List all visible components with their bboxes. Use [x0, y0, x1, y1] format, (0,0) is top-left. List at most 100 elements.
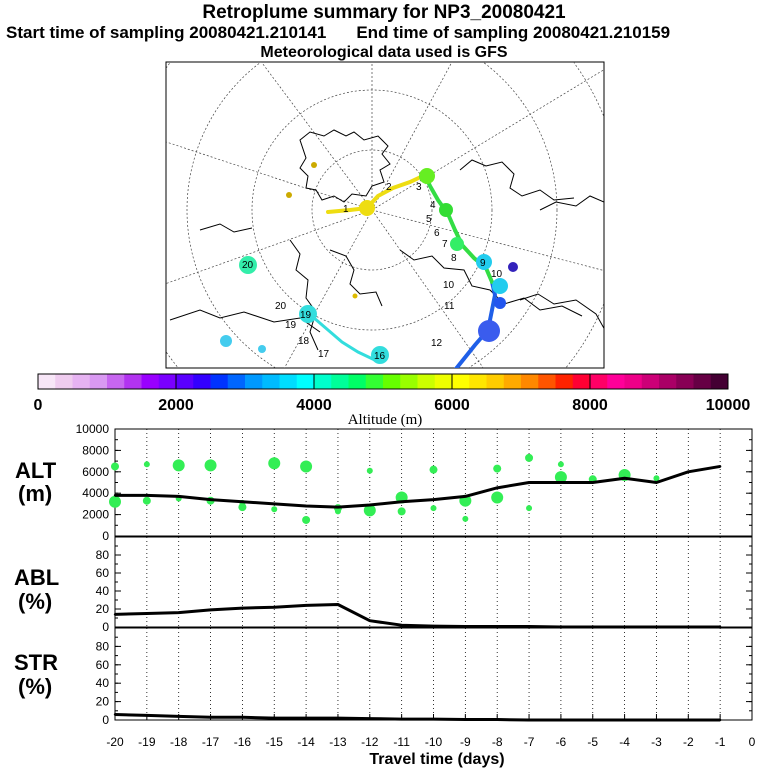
y-tick-label: 0: [102, 529, 109, 543]
colorbar-swatch: [227, 374, 246, 389]
colorbar-tick-label: 8000: [572, 397, 608, 414]
alt-point: [687, 470, 690, 473]
colorbar-swatch: [124, 374, 142, 389]
particle-dot: [525, 453, 534, 462]
colorbar-swatch: [331, 374, 349, 389]
map-label: 9: [480, 258, 486, 269]
colorbar-swatch: [538, 374, 556, 389]
colorbar-xlabel: Altitude (m): [348, 412, 423, 428]
colorbar-swatch: [452, 374, 470, 389]
abl-point: [241, 606, 244, 610]
colorbar-swatch: [659, 374, 677, 389]
x-tick-label: -2: [683, 735, 694, 749]
map-label: 20: [275, 301, 287, 312]
colorbar-swatch: [676, 374, 694, 389]
particle-dot: [268, 457, 281, 470]
x-tick-label: -14: [297, 735, 315, 749]
abl-point: [209, 608, 212, 612]
particle-dot: [363, 504, 376, 517]
abl-point: [304, 604, 308, 607]
map-label: 16: [374, 351, 386, 362]
map-labels: 1 2 3 4 5 6 7 8 9 10 10 11 12 16 17 18 1…: [242, 182, 503, 362]
panel-abl: 0 20 40 60 80: [96, 536, 753, 634]
x-tick-label: 0: [749, 735, 756, 749]
alt-point: [559, 481, 563, 484]
colorbar-swatch: [365, 374, 384, 389]
particle-dot: [366, 467, 373, 474]
x-tick-label: -19: [138, 735, 156, 749]
y-tick-label: 0: [102, 713, 109, 727]
map-coastlines: [169, 129, 604, 351]
abl-point: [527, 625, 531, 628]
altitude-colorbar: [37, 373, 729, 390]
colorbar-tick-label: 10000: [706, 397, 751, 414]
y-tick-label: 80: [96, 548, 110, 562]
alt-point: [113, 494, 117, 497]
particle-dot: [142, 496, 151, 505]
colorbar-swatch: [400, 374, 418, 389]
alt-point: [336, 505, 340, 509]
particle-dot: [172, 459, 185, 472]
map-label: 7: [442, 239, 448, 250]
alt-point: [145, 494, 149, 497]
alt-point: [304, 504, 308, 508]
colorbar-swatch: [624, 374, 643, 389]
abl-series-line: [114, 603, 721, 629]
colorbar-swatch: [521, 374, 539, 389]
colorbar-swatch: [572, 374, 591, 389]
map-label: 6: [434, 228, 440, 239]
colorbar-swatch: [279, 374, 298, 389]
particle-dot: [204, 459, 217, 472]
particle-dot: [462, 515, 469, 522]
map-label: 1: [343, 204, 349, 215]
colorbar-ticks: 0 2000 4000 6000 8000 10000: [34, 374, 751, 414]
y-tick-label: 20: [96, 602, 110, 616]
colorbar-swatch: [296, 374, 315, 389]
x-tick-label: -15: [266, 735, 284, 749]
alt-point: [496, 486, 499, 490]
abl-point: [177, 611, 180, 614]
colorbar-swatch: [383, 374, 401, 389]
map-label: 20: [242, 260, 254, 271]
particle-dot: [429, 465, 438, 474]
abl-point: [145, 612, 149, 615]
colorbar-swatch: [38, 374, 56, 389]
y-tick-label: 2000: [82, 508, 109, 522]
colorbar-swatch: [72, 374, 91, 389]
panel-alt: 0 2000 4000 6000 8000 10000: [76, 422, 753, 543]
abl-point: [368, 619, 371, 622]
particle-dot: [397, 507, 406, 516]
map-label: 5: [426, 214, 432, 225]
alt-point: [464, 495, 467, 498]
str-series-line: [114, 712, 721, 722]
particle-dot: [554, 471, 567, 484]
colorbar-swatch: [693, 374, 712, 389]
map-label: 18: [298, 336, 310, 347]
colorbar-tick-label: 0: [34, 397, 43, 414]
x-tick-label: -18: [170, 735, 188, 749]
start-time: Start time of sampling 20080421.210141: [6, 23, 327, 42]
y-tick-label: 80: [96, 639, 110, 653]
colorbar-tick-label: 4000: [296, 397, 332, 414]
x-tick-label: -8: [492, 735, 503, 749]
x-tick-label: -3: [651, 735, 662, 749]
map-label: 3: [416, 182, 422, 193]
colorbar-swatch: [210, 374, 229, 389]
alt-point: [623, 477, 626, 480]
colorbar-swatch: [434, 374, 453, 389]
colorbar-swatch: [158, 374, 177, 389]
map-label: 17: [318, 349, 330, 360]
colorbar-swatch: [262, 374, 280, 389]
x-tick-label: -5: [587, 735, 598, 749]
chart-title: Retroplume summary for NP3_20080421: [202, 2, 566, 23]
panel-str: 0 20 40 60 80: [96, 627, 753, 727]
str-label: STR: [14, 650, 58, 675]
alt-point: [273, 502, 276, 506]
alt-point: [718, 465, 722, 468]
colorbar-swatch: [314, 374, 332, 389]
abl-point: [273, 606, 276, 609]
colorbar-swatch: [89, 374, 108, 389]
particle-dot: [111, 462, 119, 471]
map-label: 19: [285, 320, 297, 331]
